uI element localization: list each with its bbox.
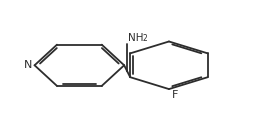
Text: F: F [172, 90, 178, 101]
Text: N: N [24, 60, 32, 70]
Text: NH: NH [128, 33, 143, 43]
Text: 2: 2 [143, 34, 147, 43]
